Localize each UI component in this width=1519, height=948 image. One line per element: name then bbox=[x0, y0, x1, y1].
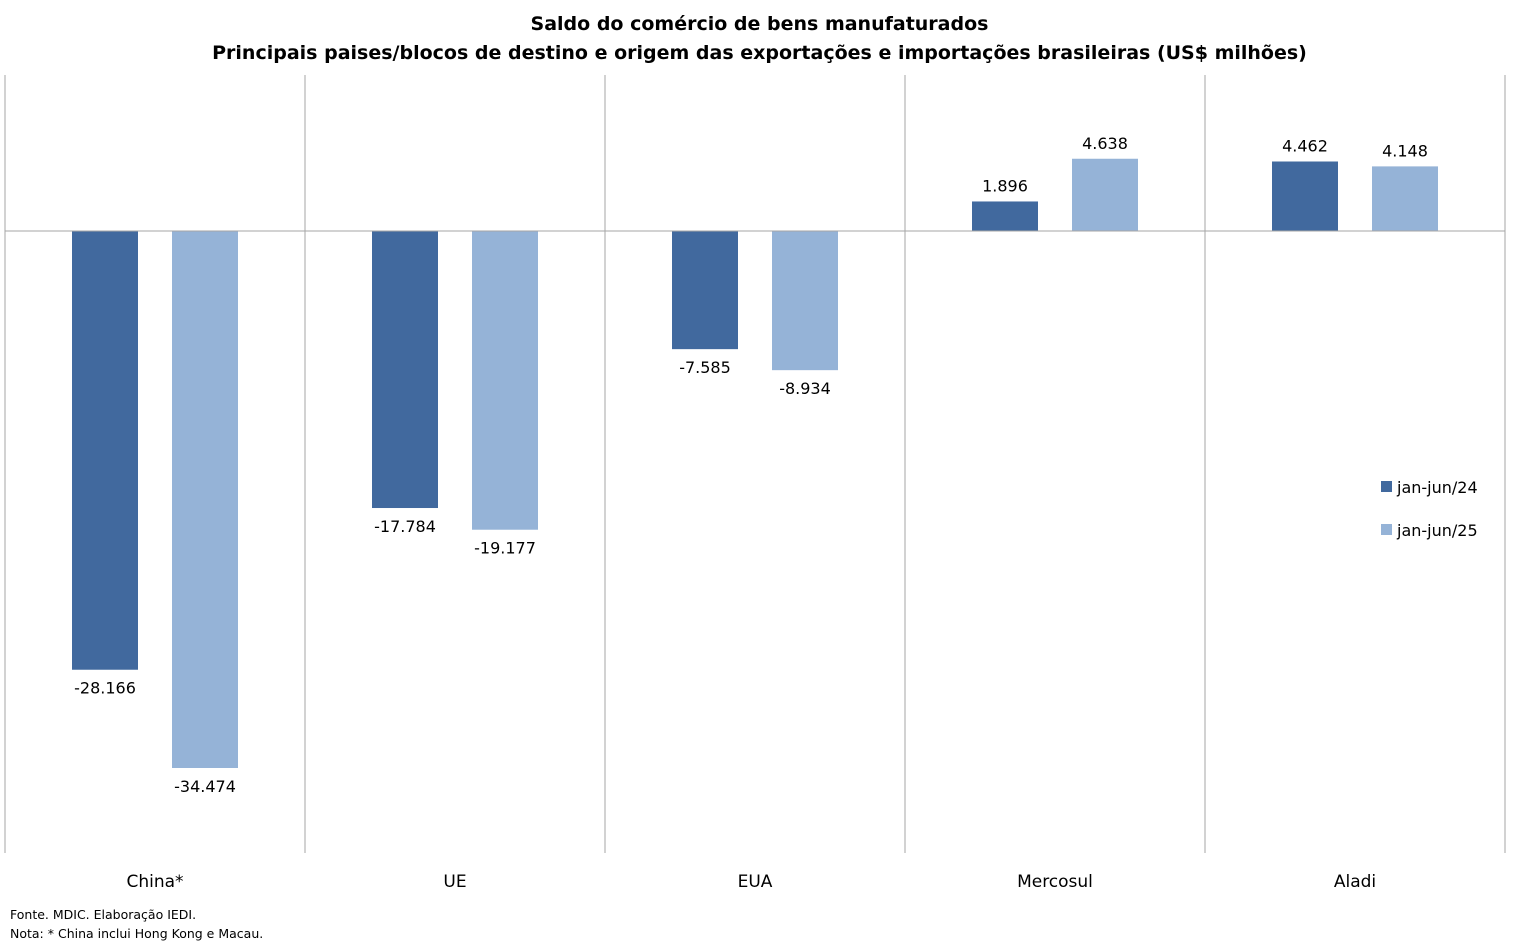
chart-title-block: Saldo do comércio de bens manufaturados … bbox=[0, 10, 1519, 68]
bar-jan-jun-24 bbox=[372, 231, 438, 509]
legend-label: jan-jun/24 bbox=[1396, 478, 1478, 497]
category-label: Aladi bbox=[1334, 872, 1376, 892]
bar-jan-jun-24 bbox=[1272, 161, 1338, 231]
data-label: 1.896 bbox=[982, 176, 1028, 195]
chart-title: Saldo do comércio de bens manufaturados bbox=[530, 13, 989, 35]
data-label: -17.784 bbox=[374, 517, 436, 536]
data-label: 4.462 bbox=[1282, 136, 1328, 155]
data-label: -8.934 bbox=[779, 379, 831, 398]
bar-jan-jun-24 bbox=[72, 231, 138, 670]
category-label: Mercosul bbox=[1017, 872, 1093, 892]
bar-jan-jun-24 bbox=[672, 231, 738, 350]
bar-jan-jun-25 bbox=[1072, 158, 1138, 231]
bar-jan-jun-25 bbox=[172, 231, 238, 768]
legend-swatch bbox=[1381, 481, 1392, 492]
category-label: UE bbox=[443, 872, 466, 892]
chart-subtitle: Principais paises/blocos de destino e or… bbox=[212, 42, 1307, 64]
data-label: -34.474 bbox=[174, 777, 236, 796]
data-label: 4.148 bbox=[1382, 141, 1428, 160]
legend-swatch bbox=[1381, 524, 1392, 535]
bar-jan-jun-24 bbox=[972, 201, 1038, 231]
data-label: 4.638 bbox=[1082, 134, 1128, 153]
data-label: -7.585 bbox=[679, 358, 731, 377]
data-label: -19.177 bbox=[474, 539, 536, 558]
bar-jan-jun-25 bbox=[472, 231, 538, 530]
category-label: EUA bbox=[738, 872, 773, 892]
bar-jan-jun-25 bbox=[772, 231, 838, 371]
source-note: Fonte. MDIC. Elaboração IEDI. bbox=[10, 907, 197, 922]
data-label: -28.166 bbox=[74, 679, 136, 698]
category-label: China* bbox=[126, 872, 183, 892]
bar-jan-jun-25 bbox=[1372, 166, 1438, 231]
chart-notes: Fonte. MDIC. Elaboração IEDI. Nota: * Ch… bbox=[10, 905, 263, 943]
footnote: Nota: * China inclui Hong Kong e Macau. bbox=[10, 926, 264, 941]
legend-label: jan-jun/25 bbox=[1396, 521, 1478, 540]
